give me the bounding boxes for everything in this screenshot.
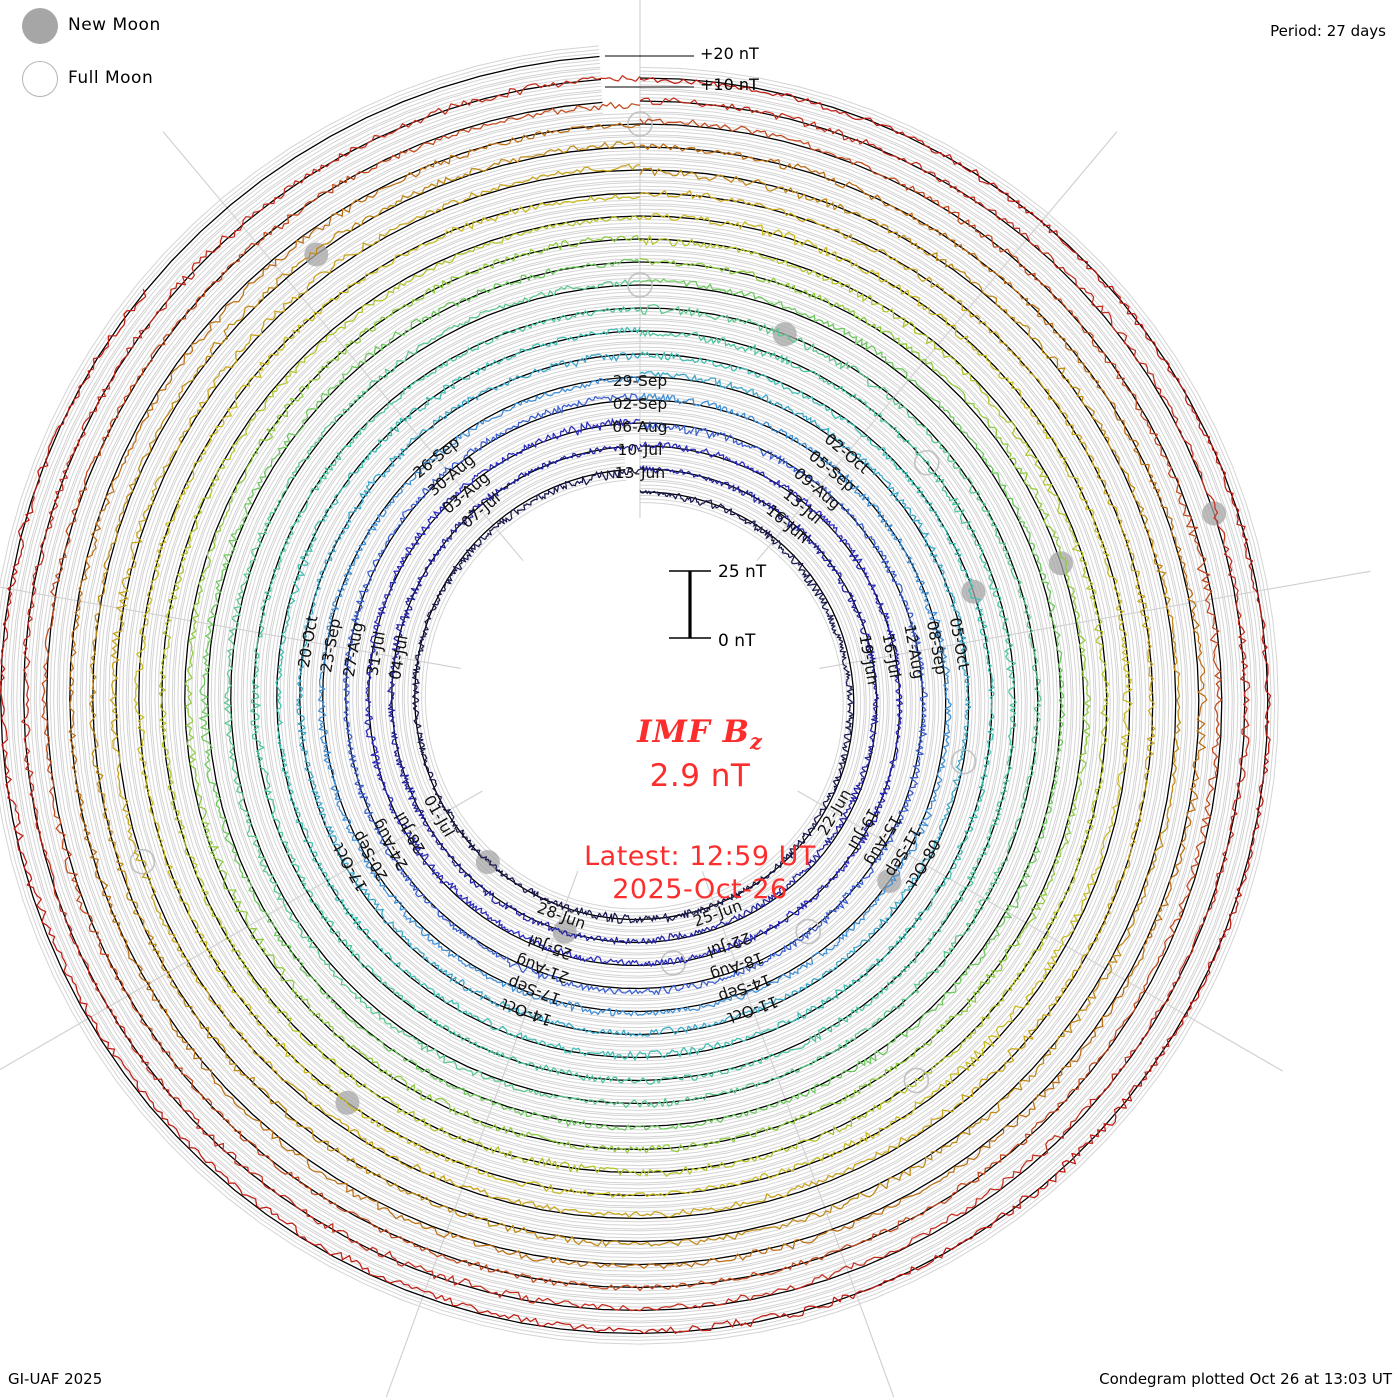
parameter-value: 2.9 nT [649, 758, 751, 795]
new-moon-legend-label: New Moon [68, 15, 161, 35]
full-moon-legend-label: Full Moon [68, 68, 154, 88]
center-readout: IMF Bz 2.9 nT Latest: 12:59 UT 2025-Oct-… [420, 715, 980, 907]
ring-label-plus20: +20 nT [700, 44, 759, 63]
scale-bar [669, 570, 711, 639]
parameter-title-subscript: z [749, 729, 763, 755]
scale-bar-top-label: 25 nT [718, 562, 767, 582]
ring-label-leaders [605, 55, 694, 88]
date-label: 13-Jun [615, 464, 665, 482]
latest-time: Latest: 12:59 UT [584, 840, 816, 872]
new-moon-swatch [22, 8, 58, 44]
full-moon-swatch [22, 61, 58, 97]
period-label: Period: 27 days [1270, 22, 1386, 40]
parameter-title: IMF Bz [420, 715, 980, 753]
spiral-gridlines [0, 45, 1279, 1345]
scale-bar-bottom-label: 0 nT [718, 631, 756, 651]
date-label: 10-Jul [618, 441, 663, 459]
ring-label-plus10: +10 nT [700, 75, 759, 94]
footer-plot-time: Condegram plotted Oct 26 at 13:03 UT [1099, 1370, 1392, 1388]
latest-date: 2025-Oct-26 [612, 873, 788, 905]
date-label: 02-Sep [613, 395, 668, 413]
date-label: 29-Sep [613, 372, 668, 390]
parameter-title-main: IMF B [637, 714, 750, 750]
date-label: 06-Aug [612, 418, 667, 436]
footer-credit: GI-UAF 2025 [8, 1370, 103, 1388]
date-label: 04-Jul [386, 634, 412, 681]
data-traces [0, 75, 1272, 1335]
date-label: 31-Jul [363, 630, 389, 677]
date-label: 16-Jul [878, 632, 904, 679]
